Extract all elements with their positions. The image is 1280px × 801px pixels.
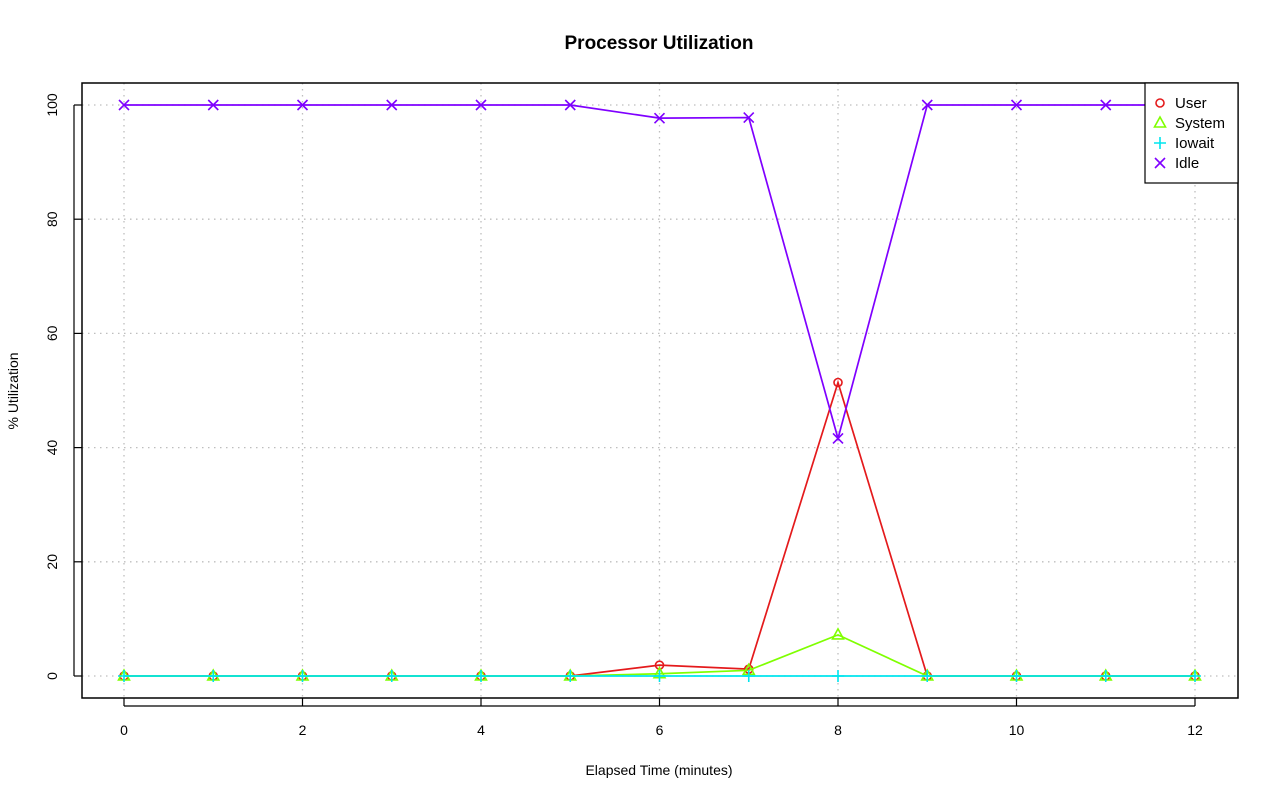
legend-marker-user [1155, 98, 1165, 108]
legend-marker-system [1153, 115, 1167, 128]
legend-label: System [1175, 115, 1225, 132]
data-point-system [831, 627, 845, 640]
data-point-iowait [653, 670, 666, 682]
data-point-idle [564, 99, 576, 111]
legend-item-user: User [1155, 95, 1207, 112]
x-tick-label: 10 [1009, 722, 1025, 738]
data-point-iowait [921, 670, 934, 682]
y-tick-label: 80 [44, 211, 60, 227]
legend-label: Idle [1175, 155, 1199, 172]
series-idle [118, 99, 1201, 445]
y-axis: 0 20 40 60 80 100 [44, 93, 82, 680]
data-point-user [833, 377, 843, 388]
data-point-idle [653, 112, 666, 124]
legend: User System Iowait Idle [1144, 82, 1239, 184]
data-point-iowait [742, 670, 755, 682]
series-iowait [118, 670, 1201, 682]
data-point-idle [1100, 99, 1112, 111]
y-tick-label: 0 [44, 672, 60, 680]
data-point-idle [386, 99, 398, 111]
data-point-idle [207, 99, 219, 111]
y-tick-label: 100 [44, 93, 60, 117]
data-point-iowait [475, 670, 487, 682]
x-tick-label: 4 [477, 722, 485, 738]
y-tick-label: 40 [44, 440, 60, 456]
data-point-iowait [118, 670, 130, 682]
x-tick-label: 6 [656, 722, 664, 738]
x-tick-label: 8 [834, 722, 842, 738]
data-point-iowait [296, 670, 309, 682]
legend-item-iowait: Iowait [1154, 135, 1215, 152]
data-point-idle [743, 111, 755, 124]
x-tick-label: 0 [120, 722, 128, 738]
x-axis-label: Elapsed Time (minutes) [585, 762, 732, 778]
series-line-user [124, 379, 1195, 677]
legend-item-system: System [1153, 115, 1225, 132]
data-point-idle [118, 99, 130, 111]
legend-item-idle: Idle [1154, 155, 1199, 172]
series-layer [117, 99, 1202, 682]
data-point-idle [475, 99, 487, 111]
y-tick-label: 60 [44, 325, 60, 341]
data-point-iowait [207, 670, 220, 682]
data-point-idle [921, 99, 933, 111]
series-user [119, 377, 1200, 681]
legend-marker-idle [1154, 157, 1166, 169]
data-point-idle [1010, 99, 1023, 111]
legend-label: Iowait [1175, 135, 1215, 152]
data-point-iowait [832, 670, 844, 682]
grid-lines [82, 83, 1238, 698]
x-tick-label: 12 [1187, 722, 1203, 738]
data-point-iowait [564, 670, 577, 682]
data-point-iowait [1099, 670, 1112, 682]
legend-marker-iowait [1154, 137, 1166, 149]
data-point-iowait [1189, 670, 1201, 682]
data-point-iowait [1010, 670, 1023, 682]
y-axis-label: % Utilization [5, 352, 21, 429]
x-tick-label: 2 [299, 722, 307, 738]
data-point-iowait [385, 670, 398, 682]
y-tick-label: 20 [44, 554, 60, 570]
x-axis: 0 2 4 6 8 10 12 [120, 698, 1203, 738]
legend-label: User [1175, 95, 1207, 112]
chart-title: Processor Utilization [565, 33, 754, 54]
data-point-idle [832, 432, 844, 445]
data-point-idle [296, 99, 309, 111]
